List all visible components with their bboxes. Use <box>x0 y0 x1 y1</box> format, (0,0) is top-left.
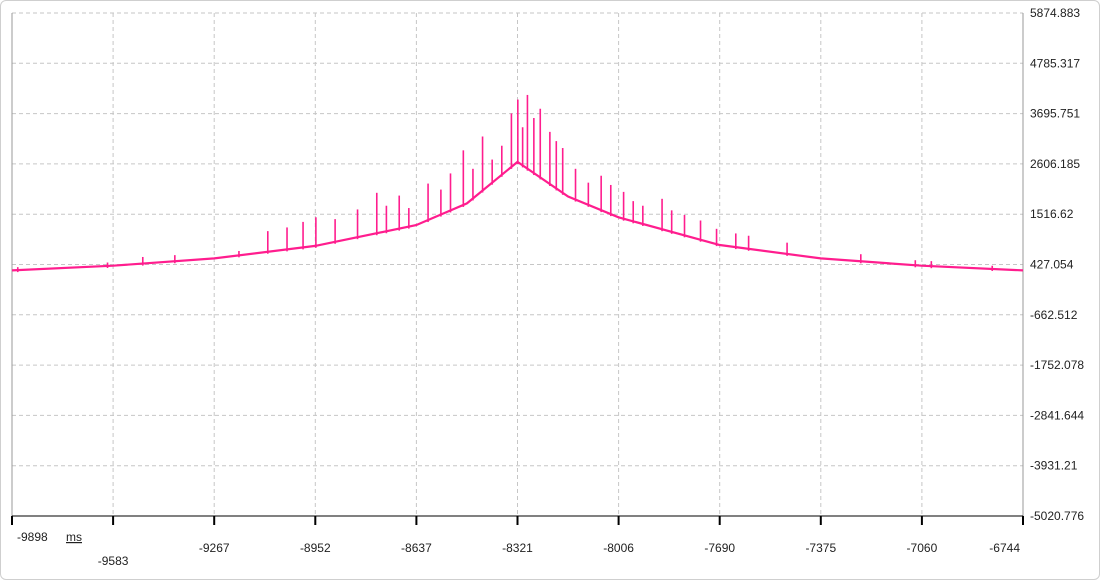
x-axis: -9898 -9583 -9267 -8952 -8637 -8321 -8006 -7690… <box>11 13 1024 568</box>
y-tick-label: 5874.883 <box>1030 6 1080 20</box>
x-tick-label: -9267 <box>199 541 230 555</box>
x-tick-label: -7060 <box>907 541 938 555</box>
series <box>11 94 1024 273</box>
y-tick-label: 3695.751 <box>1030 107 1080 121</box>
y-tick-label: 1516.62 <box>1030 207 1074 221</box>
y-tick-label: -2841.644 <box>1030 408 1084 422</box>
x-tick-label: -7690 <box>704 541 735 555</box>
y-tick-label: 2606.185 <box>1030 157 1080 171</box>
x-tick-label: -7375 <box>805 541 836 555</box>
x-tick-label: -8006 <box>603 541 634 555</box>
x-tick-label: -8637 <box>401 541 432 555</box>
y-tick-label: 427.054 <box>1030 258 1074 272</box>
x-tick-label: -9583 <box>98 554 129 568</box>
y-tick-label: 4785.317 <box>1030 56 1080 70</box>
x-tick-label: -6744 <box>989 541 1020 555</box>
grid <box>12 12 1023 516</box>
x-unit-label: ms <box>66 530 82 544</box>
x-tick-label: -8952 <box>300 541 331 555</box>
y-tick-label: -5020.776 <box>1030 509 1084 523</box>
x-tick-label: -8321 <box>502 541 533 555</box>
y-tick-label: -1752.078 <box>1030 358 1084 372</box>
y-tick-label: -3931.21 <box>1030 459 1078 473</box>
y-tick-label: -662.512 <box>1030 308 1078 322</box>
x-tick-label: -9898 <box>17 530 48 544</box>
y-axis: 5874.883 4785.317 3695.751 2606.185 1516.62 4… <box>1030 6 1084 523</box>
